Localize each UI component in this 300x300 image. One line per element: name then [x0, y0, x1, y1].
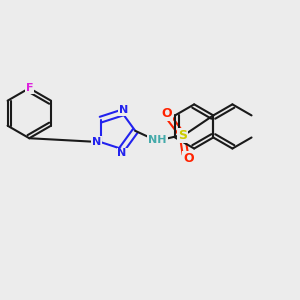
Text: F: F [26, 83, 33, 93]
Text: O: O [161, 107, 172, 120]
Text: O: O [183, 152, 194, 165]
Text: N: N [119, 105, 128, 115]
Text: N: N [117, 148, 127, 158]
Text: NH: NH [148, 135, 166, 145]
Text: S: S [178, 129, 187, 142]
Text: N: N [92, 137, 101, 147]
